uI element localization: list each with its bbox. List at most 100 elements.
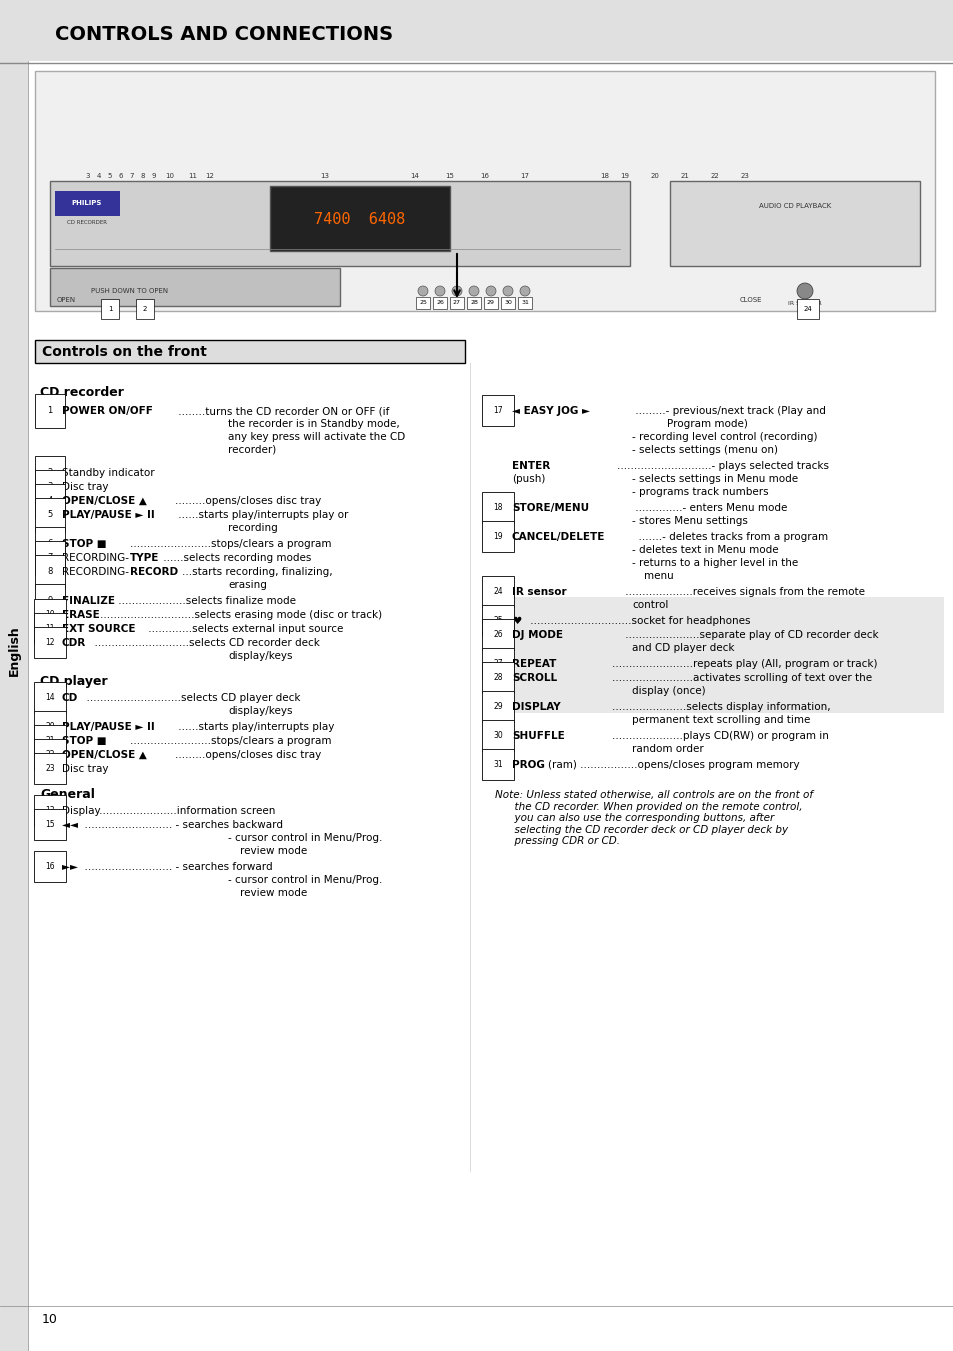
Text: recording: recording (228, 523, 277, 534)
Text: 7: 7 (130, 173, 134, 178)
Text: ........................repeats play (All, program or track): ........................repeats play (Al… (612, 659, 877, 669)
Text: 22: 22 (45, 750, 54, 759)
Text: display (once): display (once) (631, 686, 705, 696)
Text: 28: 28 (470, 300, 477, 305)
Text: 25: 25 (418, 300, 427, 305)
Text: 20: 20 (650, 173, 659, 178)
Text: recorder): recorder) (228, 444, 276, 455)
Circle shape (519, 286, 530, 296)
Text: CONTROLS AND CONNECTIONS: CONTROLS AND CONNECTIONS (55, 24, 393, 43)
Circle shape (469, 286, 478, 296)
Text: STORE/MENU: STORE/MENU (512, 503, 589, 513)
Text: 25: 25 (493, 616, 502, 626)
Text: AUDIO CD PLAYBACK: AUDIO CD PLAYBACK (758, 203, 830, 209)
Text: ............................selects CD player deck: ............................selects CD p… (80, 693, 300, 703)
Text: the recorder is in Standby mode,: the recorder is in Standby mode, (228, 419, 399, 430)
Text: Display.......................information screen: Display.......................informatio… (62, 807, 275, 816)
Text: 2: 2 (48, 467, 52, 477)
Text: .........opens/closes disc tray: .........opens/closes disc tray (174, 750, 321, 761)
Text: STOP ■: STOP ■ (62, 539, 107, 549)
Bar (270, 186, 450, 251)
Text: CD: CD (62, 693, 78, 703)
Bar (50, 267, 339, 305)
Bar (669, 181, 919, 266)
Circle shape (502, 286, 513, 296)
Bar (55, 190, 120, 216)
Text: 1: 1 (48, 407, 52, 415)
Text: 6: 6 (48, 539, 52, 549)
Text: RECORDING-: RECORDING- (62, 553, 129, 563)
Text: 26: 26 (436, 300, 443, 305)
Text: ....................receives signals from the remote: ....................receives signals fro… (621, 586, 864, 597)
Text: random order: random order (631, 744, 703, 754)
Text: 24: 24 (493, 586, 502, 596)
Text: 19: 19 (493, 532, 502, 540)
Text: 18: 18 (493, 503, 502, 512)
Bar (35, 72, 934, 311)
Text: 14: 14 (410, 173, 419, 178)
Text: ......................separate play of CD recorder deck: ......................separate play of C… (621, 630, 878, 640)
Text: 29: 29 (493, 703, 502, 711)
Text: IR SENSOR: IR SENSOR (787, 301, 821, 305)
Text: - stores Menu settings: - stores Menu settings (631, 516, 747, 526)
Bar (35, 340, 464, 363)
Text: display/keys: display/keys (228, 707, 293, 716)
Text: 15: 15 (445, 173, 454, 178)
Text: CD player: CD player (40, 676, 108, 688)
Text: Standby indicator: Standby indicator (62, 467, 154, 478)
Text: 16: 16 (45, 862, 54, 871)
Text: RECORDING-: RECORDING- (62, 567, 129, 577)
Text: CLOSE: CLOSE (740, 297, 761, 303)
Text: 7: 7 (48, 553, 52, 562)
Text: erasing: erasing (228, 580, 267, 590)
Text: - selects settings (menu on): - selects settings (menu on) (631, 444, 778, 455)
Text: 10: 10 (42, 1313, 58, 1325)
Text: CDR: CDR (62, 638, 86, 648)
Text: ......selects recording modes: ......selects recording modes (160, 553, 311, 563)
Text: ♥: ♥ (512, 616, 520, 626)
Text: FINALIZE: FINALIZE (62, 596, 115, 607)
Text: 23: 23 (45, 765, 54, 773)
Text: 8: 8 (141, 173, 145, 178)
Text: 4: 4 (96, 173, 101, 178)
Text: OPEN/CLOSE ▲: OPEN/CLOSE ▲ (62, 496, 147, 507)
Text: 12: 12 (45, 638, 54, 647)
Text: .......- deletes tracks from a program: .......- deletes tracks from a program (631, 532, 827, 542)
Text: ............................selects CD recorder deck: ............................selects CD r… (88, 638, 319, 648)
Circle shape (417, 286, 428, 296)
Text: - cursor control in Menu/Prog.: - cursor control in Menu/Prog. (228, 875, 382, 885)
Text: ..............................socket for headphones: ..............................socket for… (526, 616, 750, 626)
Text: ....................selects finalize mode: ....................selects finalize mod… (115, 596, 295, 607)
Text: (ram) .................opens/closes program memory: (ram) .................opens/closes prog… (547, 761, 799, 770)
Text: 13: 13 (320, 173, 329, 178)
Text: 5: 5 (48, 509, 52, 519)
Text: Disc tray: Disc tray (62, 482, 109, 492)
Text: 10: 10 (165, 173, 174, 178)
Text: 18: 18 (599, 173, 609, 178)
Text: ......starts play/interrupts play: ......starts play/interrupts play (174, 721, 334, 732)
Text: 31: 31 (493, 761, 502, 769)
Text: PROG: PROG (512, 761, 544, 770)
Text: 17: 17 (493, 407, 502, 415)
Text: SHUFFLE: SHUFFLE (512, 731, 564, 740)
Text: 26: 26 (493, 630, 502, 639)
Text: IR sensor: IR sensor (512, 586, 566, 597)
Text: DJ MODE: DJ MODE (512, 630, 562, 640)
Text: 21: 21 (679, 173, 689, 178)
Text: 3: 3 (48, 482, 52, 490)
Circle shape (452, 286, 461, 296)
Text: English: English (8, 626, 20, 677)
Text: - returns to a higher level in the: - returns to a higher level in the (631, 558, 798, 567)
Text: ..............- enters Menu mode: ..............- enters Menu mode (631, 503, 786, 513)
Text: ERASE: ERASE (62, 611, 100, 620)
Text: permanent text scrolling and time: permanent text scrolling and time (631, 715, 809, 725)
Text: 31: 31 (520, 300, 528, 305)
Text: 11: 11 (45, 624, 54, 634)
Text: ......................selects display information,: ......................selects display in… (612, 703, 830, 712)
Text: (push): (push) (512, 474, 545, 484)
Text: ........................activates scrolling of text over the: ........................activates scroll… (612, 673, 871, 684)
Text: REPEAT: REPEAT (512, 659, 556, 669)
Text: review mode: review mode (240, 846, 307, 857)
Text: 4: 4 (48, 496, 52, 505)
Text: display/keys: display/keys (228, 651, 293, 661)
